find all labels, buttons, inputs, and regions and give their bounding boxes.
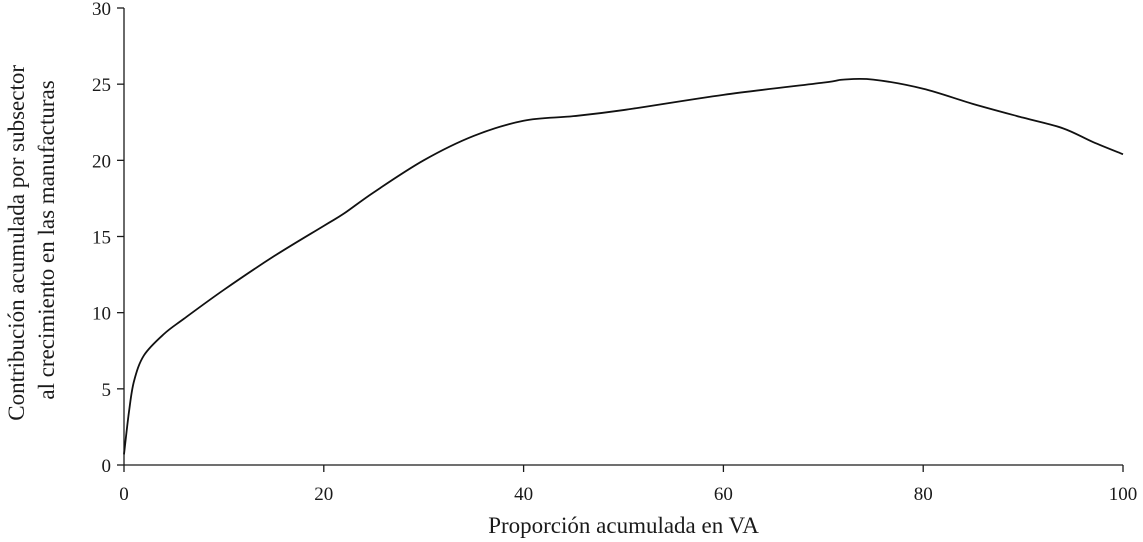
y-tick-label: 20 xyxy=(92,151,111,172)
x-tick-label: 100 xyxy=(1109,484,1138,505)
x-axis: 0 20 40 60 80 100 xyxy=(119,464,1137,505)
series-line xyxy=(123,77,1124,455)
y-axis: 0 5 10 15 20 25 30 xyxy=(92,0,125,477)
y-tick-label: 5 xyxy=(102,380,112,401)
series-group xyxy=(123,77,1124,455)
x-tick-label: 40 xyxy=(514,484,533,505)
x-tick-label: 20 xyxy=(314,484,333,505)
y-ticks: 0 5 10 15 20 25 30 xyxy=(92,0,124,477)
x-tick-label: 80 xyxy=(914,484,933,505)
y-axis-title-line-2: al crecimiento en las manufacturas xyxy=(34,80,59,399)
y-tick-label: 30 xyxy=(92,0,111,20)
x-tick-label: 0 xyxy=(119,484,129,505)
y-axis-title: Contribución acumulada por subsector al … xyxy=(4,59,59,421)
y-tick-label: 25 xyxy=(92,75,111,96)
x-axis-title: Proporción acumulada en VA xyxy=(488,513,759,538)
y-tick-label: 0 xyxy=(102,456,112,477)
x-ticks: 0 20 40 60 80 100 xyxy=(119,465,1137,505)
y-tick-label: 15 xyxy=(92,228,111,249)
y-axis-title-line-1: Contribución acumulada por subsector xyxy=(4,65,29,421)
x-tick-label: 60 xyxy=(714,484,733,505)
y-tick-label: 10 xyxy=(92,304,111,325)
